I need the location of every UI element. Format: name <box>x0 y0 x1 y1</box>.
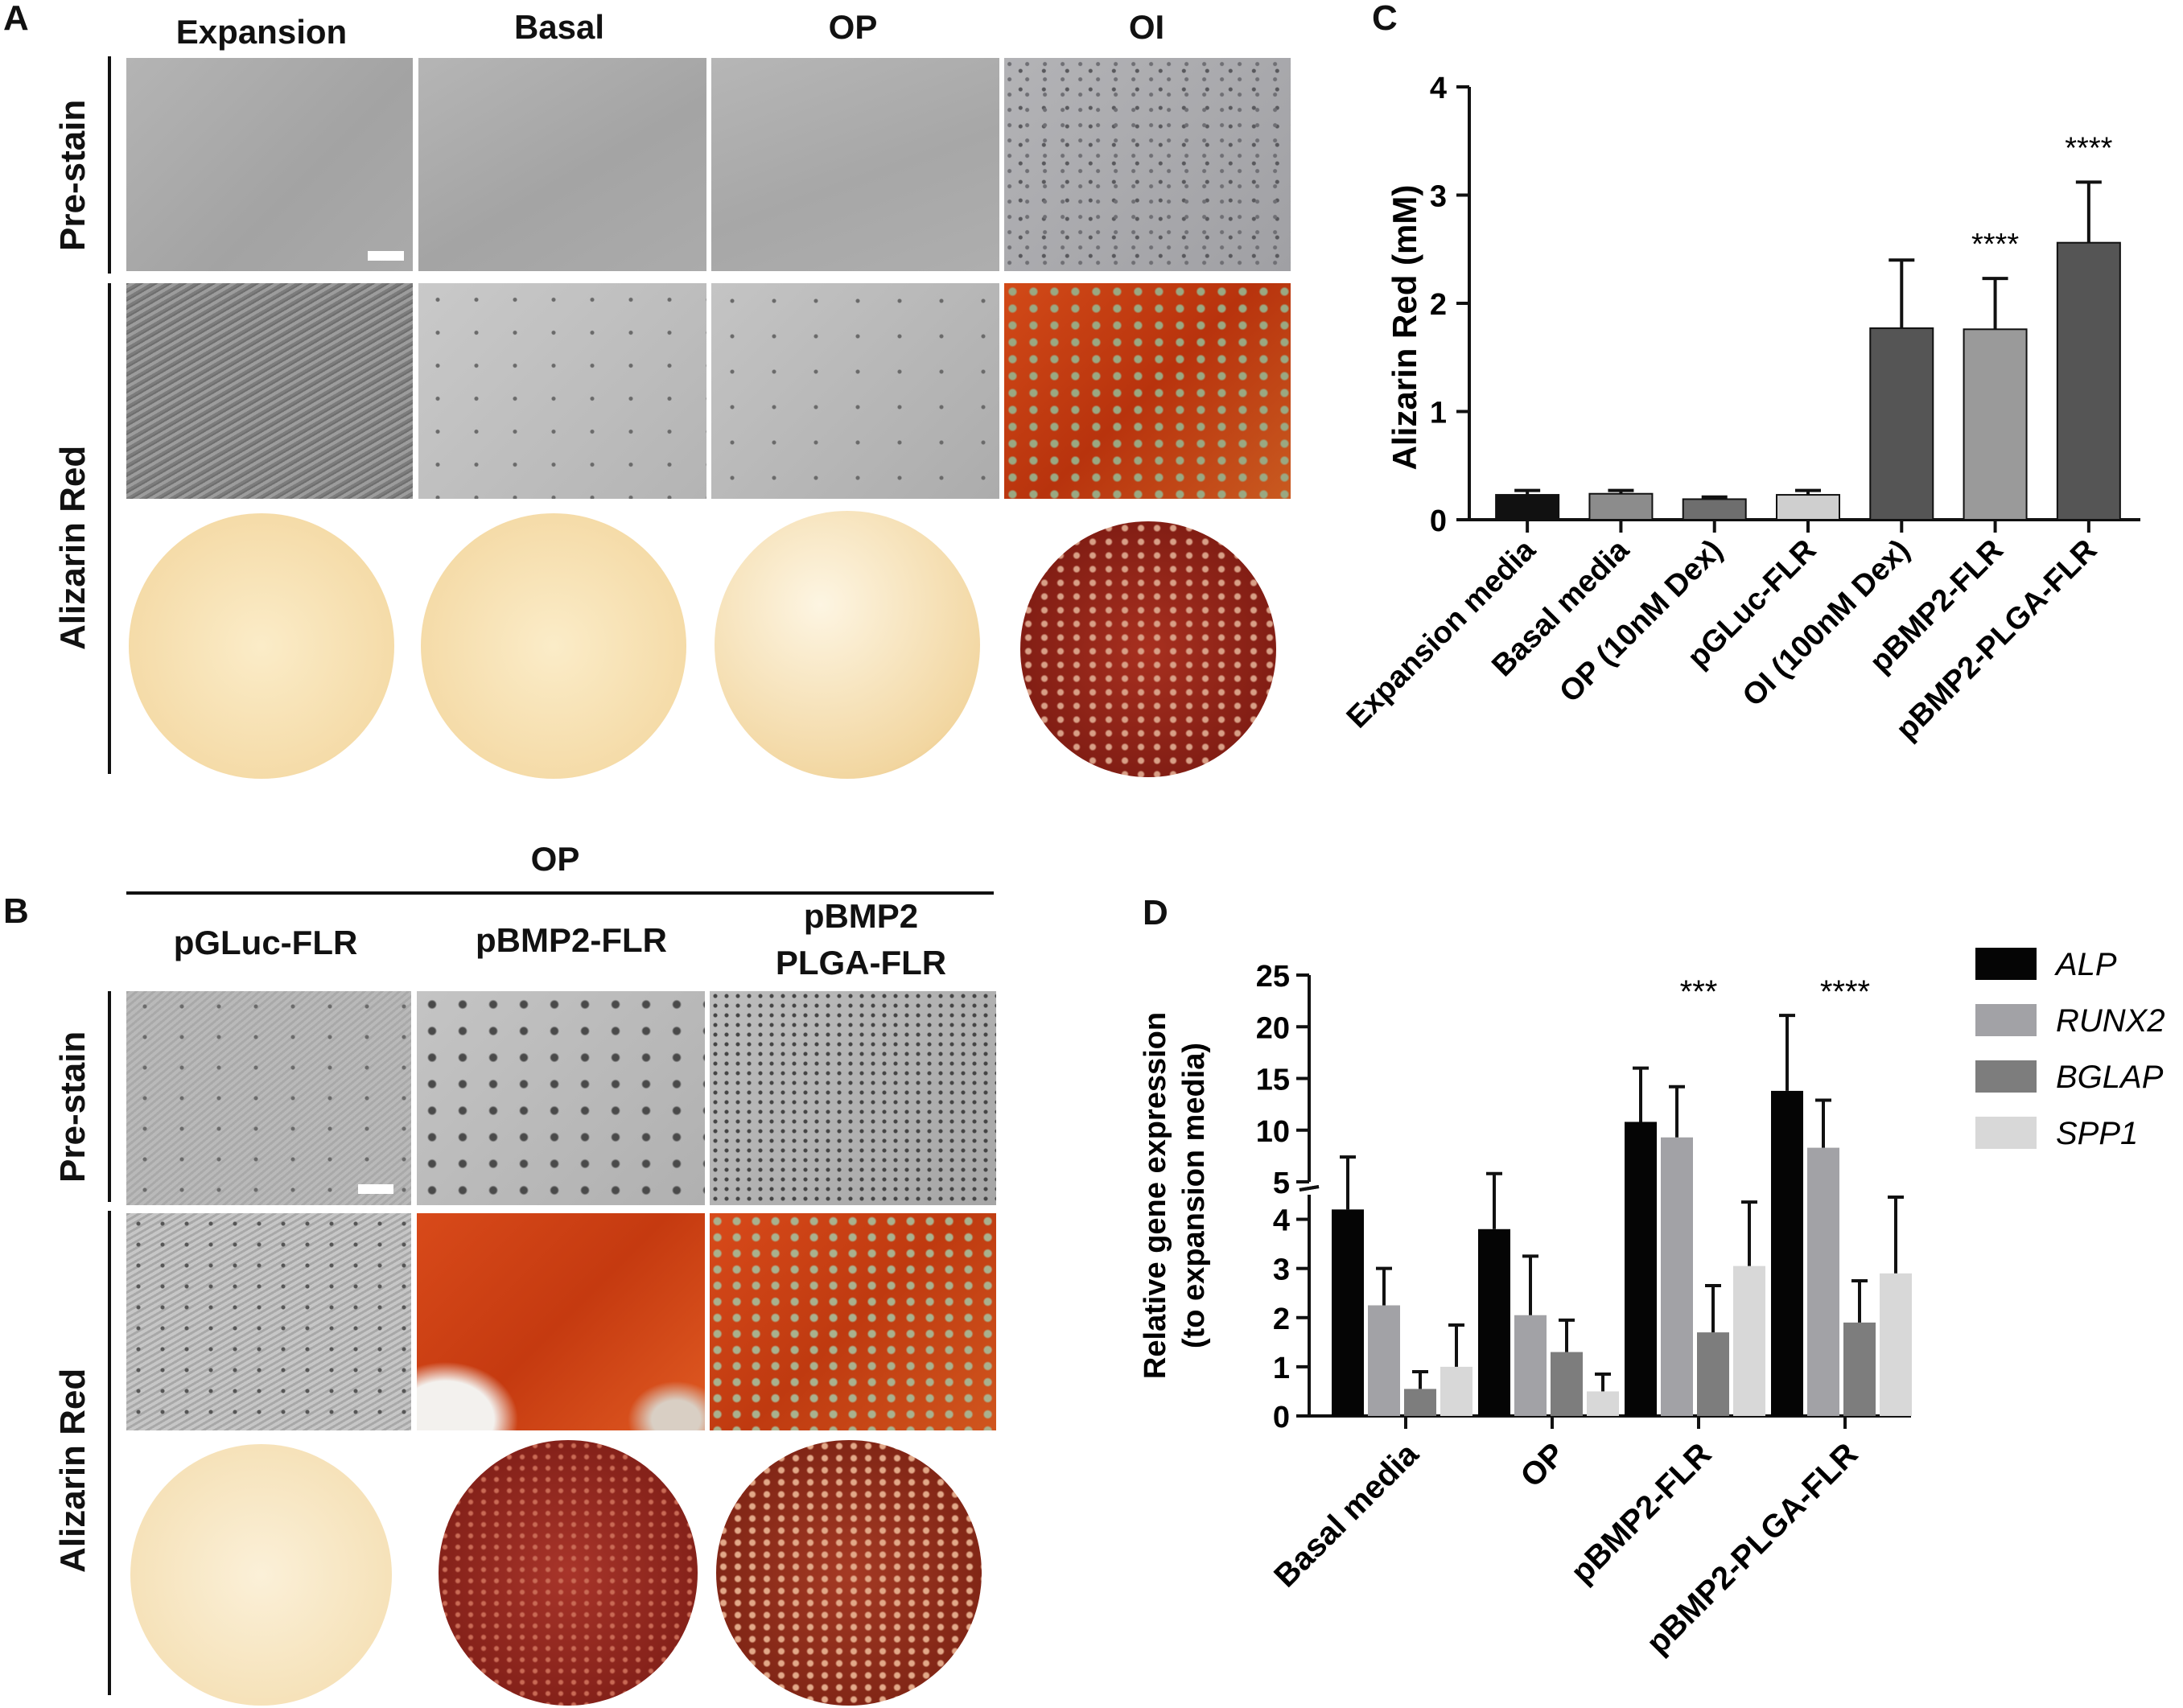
panel-b-col-plga-line2: PLGA-FLR <box>775 944 947 982</box>
panel-b-group-line <box>126 891 994 895</box>
c-y-tick-label: 1 <box>1430 397 1447 430</box>
scale-bar <box>358 1184 393 1194</box>
scale-bar <box>368 251 404 261</box>
panel-a-well-expansion <box>129 513 394 779</box>
panel-b-group-label: OP <box>530 840 580 878</box>
d-bar <box>1661 1137 1693 1416</box>
d-y-tick-label: 10 <box>1256 1115 1290 1149</box>
c-y-tick-label: 3 <box>1430 180 1447 214</box>
panel-a-row-bar-alizarin <box>108 283 111 774</box>
panel-a-prestain-oi-image <box>1004 58 1291 271</box>
d-legend-label: SPP1 <box>2056 1116 2138 1151</box>
panel-b-prestain-pbmp2-image <box>417 991 705 1205</box>
d-x-tick-label: pBMP2-FLR <box>1564 1436 1718 1590</box>
panel-a-well-oi <box>1020 521 1276 777</box>
d-bar <box>1880 1273 1912 1416</box>
d-legend-label: RUNX2 <box>2056 1003 2165 1039</box>
panel-a-col-oi: OI <box>1128 8 1165 46</box>
c-bar <box>2056 241 2121 521</box>
d-significance: *** <box>1680 974 1718 1010</box>
d-significance: **** <box>1820 974 1870 1010</box>
d-legend-label: BGLAP <box>2056 1060 2164 1095</box>
panel-a-col-op: OP <box>828 8 878 46</box>
panel-b-letter: B <box>3 891 29 931</box>
panel-b-col-pbmp2: pBMP2-FLR <box>476 921 667 959</box>
c-y-axis-label: Alizarin Red (mM) <box>1386 185 1423 471</box>
d-y-axis-label-line2: (to expansion media) <box>1177 1043 1211 1348</box>
panel-a-col-expansion: Expansion <box>175 13 348 51</box>
panel-d-letter: D <box>1143 893 1168 932</box>
panel-c-letter: C <box>1372 0 1398 38</box>
d-y-tick-label: 1 <box>1273 1352 1290 1385</box>
c-bar <box>1588 492 1654 521</box>
d-bar <box>1733 1266 1765 1416</box>
d-y-tick-label: 15 <box>1256 1064 1290 1097</box>
c-significance: **** <box>2065 131 2112 165</box>
panel-b-alizarin-pgluc-image <box>126 1213 411 1430</box>
d-bar <box>1440 1366 1472 1416</box>
d-y-tick-label: 3 <box>1273 1253 1290 1287</box>
d-bar <box>1332 1209 1364 1416</box>
d-y-tick-label: 25 <box>1256 960 1290 994</box>
panel-a-well-basal <box>421 513 686 779</box>
d-x-tick-label: OP <box>1514 1436 1571 1494</box>
panel-a-alizarin-oi-image <box>1004 283 1291 499</box>
d-bar <box>1478 1229 1510 1416</box>
panel-a-prestain-expansion-image <box>126 58 413 271</box>
panel-b-well-pgluc <box>130 1444 392 1706</box>
c-y-tick-label: 0 <box>1430 504 1447 538</box>
panel-b-well-plga <box>716 1440 982 1706</box>
d-y-axis-label-line1: Relative gene expression <box>1139 1012 1172 1379</box>
d-bar <box>1404 1389 1436 1416</box>
d-y-tick-label: 20 <box>1256 1011 1290 1045</box>
d-bar <box>1551 1352 1583 1416</box>
d-bar <box>1514 1315 1547 1416</box>
d-bar <box>1843 1322 1876 1416</box>
d-y-tick-label: 5 <box>1273 1167 1290 1200</box>
d-bar <box>1807 1147 1839 1416</box>
d-bar <box>1697 1332 1729 1416</box>
c-y-tick-label: 2 <box>1430 288 1447 322</box>
panel-b-alizarin-plga-image <box>710 1213 996 1430</box>
d-y-tick-label: 2 <box>1273 1303 1290 1336</box>
d-bar <box>1771 1090 1803 1416</box>
panel-a-alizarin-op-image <box>711 283 999 499</box>
panel-a-alizarin-expansion-image <box>126 283 413 499</box>
d-x-tick-label: Basal media <box>1267 1436 1426 1595</box>
panel-b-prestain-pgluc-image <box>126 991 411 1205</box>
c-bar <box>1869 327 1934 521</box>
panel-b-row-bar-prestain <box>108 991 111 1202</box>
panel-b-prestain-plga-image <box>710 991 996 1205</box>
d-legend-swatch <box>1975 1060 2037 1093</box>
panel-b-col-pgluc: pGLuc-FLR <box>173 924 358 961</box>
panel-a-col-basal: Basal <box>513 8 605 46</box>
d-legend-swatch <box>1975 1117 2037 1149</box>
d-y-tick-label: 0 <box>1273 1401 1290 1434</box>
d-bar <box>1625 1122 1657 1416</box>
d-bar <box>1368 1305 1400 1416</box>
panel-a-alizarin-basal-image <box>418 283 706 499</box>
panel-a-well-op <box>715 511 980 779</box>
panel-b-row-bar-alizarin <box>108 1211 111 1695</box>
panel-b-well-pbmp2 <box>439 1440 698 1706</box>
panel-a-prestain-op-image <box>711 58 999 271</box>
panel-a-row-bar-prestain <box>108 56 111 274</box>
panel-a-letter: A <box>3 0 29 38</box>
panel-b-col-plga-line1: pBMP2 <box>803 897 919 935</box>
d-legend-swatch <box>1975 948 2037 980</box>
c-y-tick-label: 4 <box>1430 72 1447 105</box>
panel-a-prestain-basal-image <box>418 58 706 271</box>
panel-b-alizarin-pbmp2-image <box>417 1213 705 1430</box>
d-legend-label: ALP <box>2054 947 2117 982</box>
d-legend-swatch <box>1975 1004 2037 1036</box>
d-axis-break <box>1299 1185 1320 1191</box>
c-bar <box>1495 494 1560 521</box>
d-bar <box>1587 1391 1619 1416</box>
c-significance: **** <box>1971 228 2019 261</box>
d-y-tick-label: 4 <box>1273 1204 1290 1238</box>
